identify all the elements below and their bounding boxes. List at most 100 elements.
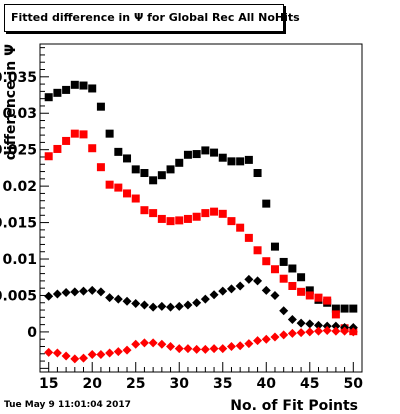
data-point-square-series-2 <box>114 183 123 192</box>
data-point-diamond-series-3 <box>313 320 323 330</box>
data-point-square-series-1 <box>114 147 123 156</box>
data-point-diamond-series-3 <box>131 298 141 308</box>
data-point-diamond-series-3 <box>253 276 263 286</box>
data-point-diamond-series-4 <box>279 330 289 340</box>
data-point-diamond-series-4 <box>253 336 263 346</box>
data-point-square-series-2 <box>253 246 262 255</box>
data-point-square-series-2 <box>218 209 227 218</box>
data-point-square-series-1 <box>349 304 358 313</box>
data-point-diamond-series-4 <box>174 344 184 354</box>
x-tick-label: 25 <box>126 376 145 392</box>
data-point-diamond-series-3 <box>113 294 123 304</box>
data-point-square-series-1 <box>62 85 71 94</box>
data-point-diamond-series-4 <box>157 339 167 349</box>
data-markers <box>44 80 358 364</box>
data-point-diamond-series-3 <box>87 285 97 295</box>
data-point-square-series-2 <box>88 144 97 153</box>
data-point-diamond-series-3 <box>166 302 176 312</box>
y-tick-label: 0.025 <box>0 143 37 159</box>
y-axis-ticks: 0 0.005 0.01 0.015 0.02 0.025 0.03 0.035 <box>0 47 49 369</box>
data-point-diamond-series-3 <box>96 287 106 297</box>
data-point-square-series-2 <box>323 296 332 305</box>
data-point-diamond-series-4 <box>192 344 202 354</box>
data-point-square-series-1 <box>149 176 158 185</box>
data-point-diamond-series-4 <box>61 351 71 361</box>
data-point-diamond-series-4 <box>218 344 228 354</box>
x-axis-label: No. of Fit Points <box>230 398 358 414</box>
data-point-diamond-series-4 <box>287 328 297 338</box>
data-point-square-series-2 <box>123 189 132 198</box>
data-point-square-series-2 <box>131 194 140 203</box>
data-point-diamond-series-3 <box>200 294 210 304</box>
data-point-square-series-2 <box>157 214 166 223</box>
data-point-square-series-2 <box>192 212 201 221</box>
data-point-diamond-series-3 <box>105 293 115 303</box>
data-point-square-series-1 <box>79 81 88 90</box>
data-point-square-series-2 <box>244 233 253 242</box>
data-point-square-series-2 <box>288 281 297 290</box>
plot-frame <box>39 43 363 373</box>
data-point-diamond-series-3 <box>79 286 89 296</box>
data-point-square-series-2 <box>270 265 279 274</box>
y-tick-label: 0.005 <box>0 288 37 304</box>
data-point-square-series-1 <box>157 171 166 180</box>
data-point-square-series-1 <box>227 157 236 166</box>
data-point-square-series-1 <box>53 88 62 97</box>
data-point-square-series-2 <box>53 144 62 153</box>
data-point-square-series-2 <box>331 310 340 319</box>
data-point-diamond-series-4 <box>131 339 141 349</box>
y-tick-label: 0.01 <box>2 252 37 268</box>
data-point-square-series-2 <box>201 209 210 218</box>
data-point-diamond-series-4 <box>340 326 350 336</box>
data-point-diamond-series-4 <box>200 344 210 354</box>
chart-title: Fitted difference in Ψ for Global Rec Al… <box>11 11 300 24</box>
data-point-diamond-series-3 <box>305 319 315 329</box>
data-point-diamond-series-3 <box>331 321 341 331</box>
data-point-square-series-1 <box>183 150 192 159</box>
data-point-diamond-series-4 <box>122 345 132 355</box>
data-point-square-series-1 <box>175 158 184 167</box>
data-point-diamond-series-3 <box>61 288 71 298</box>
data-point-square-series-1 <box>279 257 288 266</box>
data-point-diamond-series-4 <box>209 344 219 354</box>
y-tick-label: 0.02 <box>2 179 37 195</box>
data-point-diamond-series-4 <box>305 327 315 337</box>
data-point-diamond-series-4 <box>348 327 358 337</box>
data-point-diamond-series-3 <box>235 281 245 291</box>
data-point-diamond-series-3 <box>270 290 280 300</box>
data-point-diamond-series-4 <box>331 326 341 336</box>
data-point-square-series-2 <box>279 274 288 283</box>
data-point-diamond-series-3 <box>122 296 132 306</box>
data-point-square-series-1 <box>44 93 53 102</box>
data-point-square-series-2 <box>227 217 236 226</box>
data-point-square-series-2 <box>262 257 271 266</box>
y-tick-label: 0.035 <box>0 70 37 86</box>
data-point-diamond-series-3 <box>174 301 184 311</box>
data-point-diamond-series-4 <box>235 341 245 351</box>
data-point-square-series-2 <box>96 163 105 172</box>
data-point-square-series-2 <box>79 130 88 139</box>
data-point-diamond-series-3 <box>209 290 219 300</box>
data-point-diamond-series-4 <box>113 347 123 357</box>
data-point-square-series-1 <box>218 153 227 162</box>
x-tick-label: 40 <box>257 376 277 392</box>
data-point-diamond-series-4 <box>44 347 54 357</box>
data-point-diamond-series-3 <box>52 289 62 299</box>
data-point-square-series-1 <box>70 80 79 89</box>
data-point-diamond-series-3 <box>218 286 228 296</box>
data-point-square-series-2 <box>314 293 323 302</box>
data-point-square-series-2 <box>70 129 79 138</box>
data-point-square-series-2 <box>44 152 53 161</box>
data-point-diamond-series-3 <box>70 287 80 297</box>
data-point-square-series-1 <box>88 84 97 93</box>
data-point-square-series-1 <box>262 199 271 208</box>
data-point-square-series-1 <box>166 165 175 174</box>
data-point-diamond-series-4 <box>226 341 236 351</box>
x-tick-label: 30 <box>170 376 190 392</box>
data-point-diamond-series-4 <box>296 328 306 338</box>
data-point-diamond-series-4 <box>96 350 106 360</box>
data-point-diamond-series-3 <box>244 274 254 284</box>
data-point-diamond-series-4 <box>166 341 176 351</box>
data-point-square-series-1 <box>340 304 349 313</box>
